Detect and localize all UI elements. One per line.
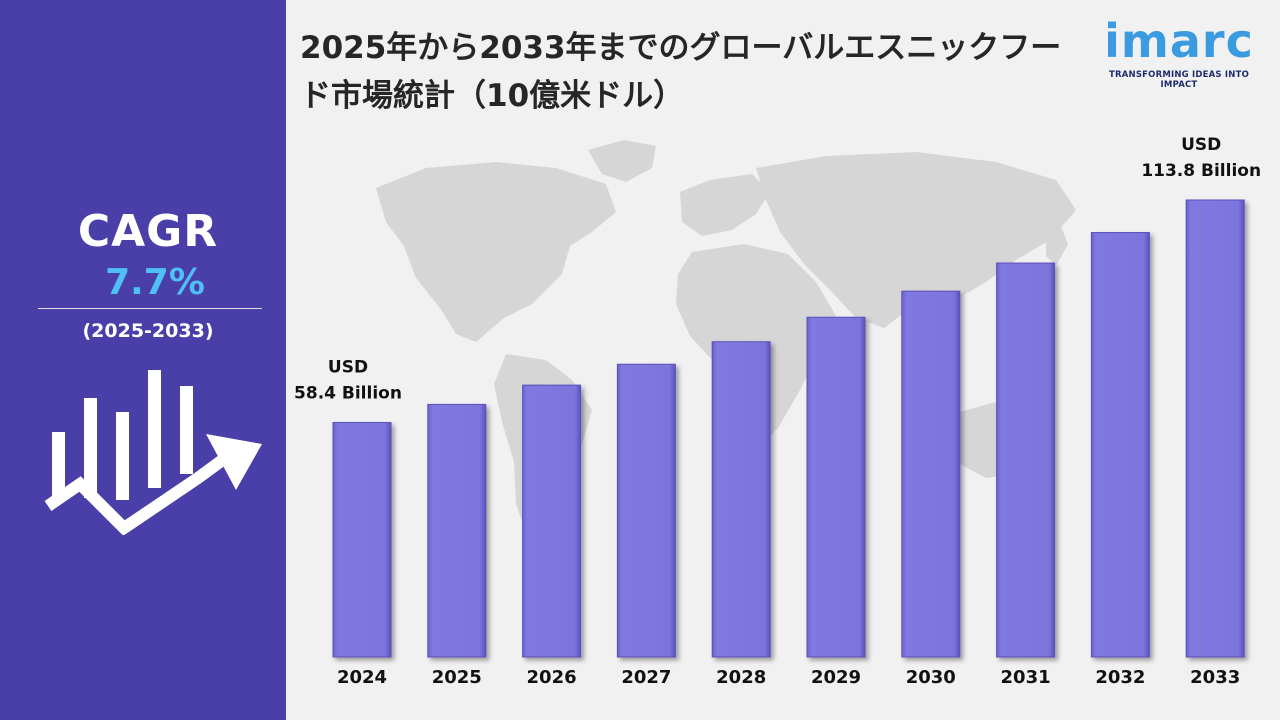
bar-2027 [616, 363, 676, 658]
x-tick-2030: 2030 [906, 667, 956, 688]
imarc-logo: imarc TRANSFORMING IDEAS INTO IMPACT [1094, 14, 1264, 90]
bar-2024 [332, 421, 392, 658]
growth-chart-icon [44, 370, 262, 535]
cagr-divider [38, 308, 262, 309]
bar-2030 [901, 290, 961, 658]
value-label-2033: 113.8 Billion [1141, 161, 1261, 181]
bar-2032 [1090, 232, 1150, 658]
logo-tagline: TRANSFORMING IDEAS INTO IMPACT [1109, 70, 1249, 90]
x-tick-2027: 2027 [621, 667, 671, 688]
x-tick-2024: 2024 [337, 667, 387, 688]
bar-2025 [427, 403, 487, 658]
bar-2033 [1185, 199, 1245, 658]
bar-2029 [806, 316, 866, 658]
x-tick-2028: 2028 [716, 667, 766, 688]
cagr-sidebar: CAGR 7.7% (2025-2033) [0, 0, 286, 720]
x-tick-2031: 2031 [1001, 667, 1051, 688]
value-label-unit-2024: USD [328, 357, 368, 377]
value-label-unit-2033: USD [1181, 135, 1221, 155]
cagr-label: CAGR [77, 206, 219, 257]
bar-2026 [522, 384, 582, 658]
chart-title: 2025年から2033年までのグローバルエスニックフード市場統計（10億米ドル） [300, 30, 1062, 114]
logo-wordmark: imarc [1104, 14, 1254, 68]
x-tick-2029: 2029 [811, 667, 861, 688]
x-tick-2032: 2032 [1095, 667, 1145, 688]
cagr-value: 7.7% [105, 262, 205, 303]
cagr-period: (2025-2033) [82, 320, 214, 342]
x-tick-2033: 2033 [1190, 667, 1240, 688]
bar-2031 [996, 262, 1056, 658]
value-label-2024: 58.4 Billion [294, 383, 402, 403]
x-tick-2026: 2026 [527, 667, 577, 688]
bar-2028 [711, 341, 771, 658]
x-tick-2025: 2025 [432, 667, 482, 688]
